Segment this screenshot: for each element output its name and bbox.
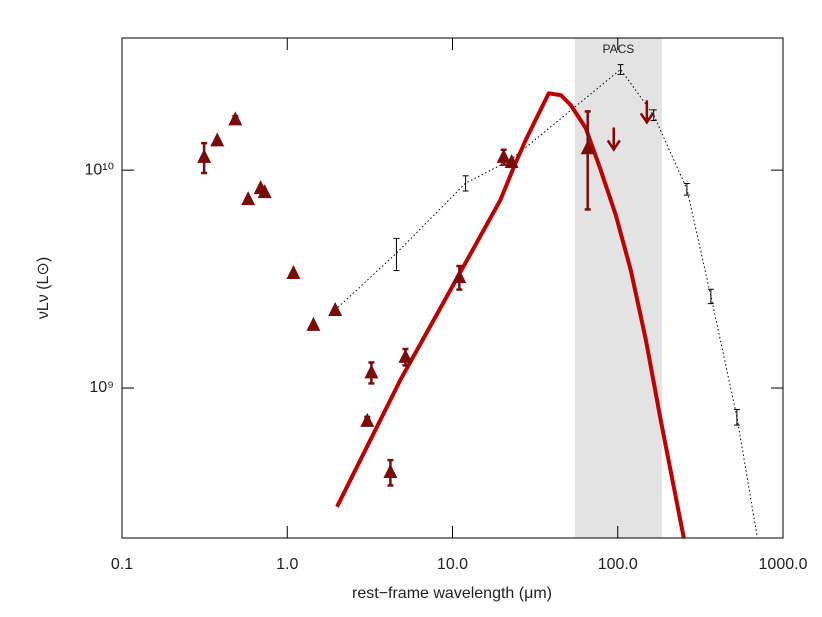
x-tick-label: 0.1 <box>111 556 133 573</box>
triangle-marker <box>360 412 375 427</box>
error-bar <box>584 110 591 211</box>
triangle-marker <box>328 302 343 317</box>
x-tick-label: 1000.0 <box>759 556 808 573</box>
triangle-marker <box>504 153 519 168</box>
error-bar <box>393 237 400 272</box>
y-axis-label: νLν (L⊙) <box>35 257 52 319</box>
x-tick-label: 10.0 <box>437 556 468 573</box>
triangle-marker <box>580 140 595 155</box>
error-bar <box>650 109 657 121</box>
x-axis-label: rest−frame wavelength (μm) <box>352 585 552 602</box>
error-bar <box>733 409 740 426</box>
triangle-marker <box>257 184 272 199</box>
triangle-marker <box>383 463 398 478</box>
error-bar <box>707 288 714 305</box>
model-curve <box>335 91 686 538</box>
triangle-marker <box>496 148 511 163</box>
y-tick-label: 10¹⁰ <box>84 161 114 178</box>
upper-limit-arrow <box>606 127 621 152</box>
triangle-marker <box>398 348 413 363</box>
x-tick-label: 100.0 <box>598 556 638 573</box>
triangle-marker <box>241 191 256 206</box>
template-line <box>334 68 758 538</box>
triangle-marker <box>228 111 243 126</box>
error-bar <box>683 183 690 196</box>
triangle-marker <box>306 316 321 331</box>
triangle-marker <box>197 148 212 163</box>
triangle-marker <box>286 265 301 280</box>
triangle-marker <box>364 364 379 379</box>
region-label: PACS <box>602 42 634 56</box>
error-bar <box>617 64 624 75</box>
y-tick-label: 10⁹ <box>89 379 114 396</box>
triangle-marker <box>452 269 467 284</box>
triangle-marker <box>210 132 225 147</box>
error-bar <box>462 175 469 192</box>
x-tick-label: 1.0 <box>276 556 298 573</box>
upper-limit-arrow <box>639 100 654 125</box>
